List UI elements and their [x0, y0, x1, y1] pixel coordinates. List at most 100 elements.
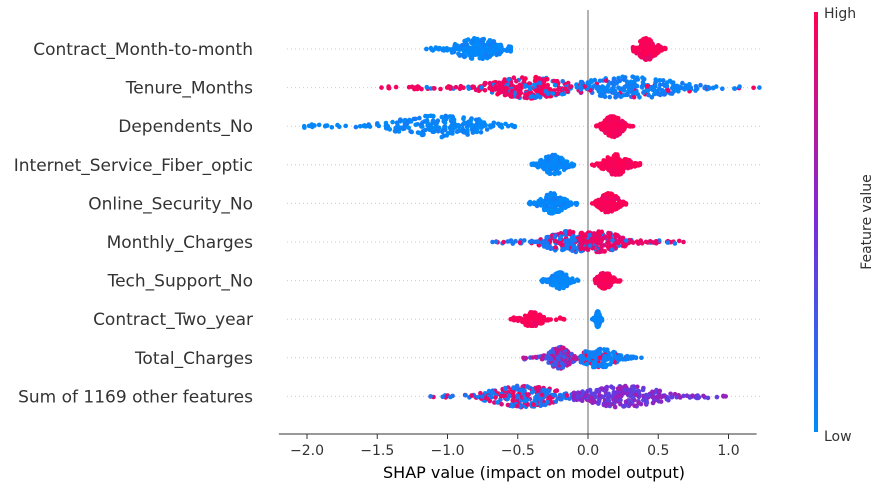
- shap-point: [579, 79, 585, 85]
- shap-point: [398, 117, 403, 122]
- shap-point: [571, 162, 577, 168]
- shap-point: [655, 91, 661, 97]
- shap-point: [601, 282, 607, 287]
- shap-point: [561, 247, 567, 252]
- shap-point: [609, 247, 615, 253]
- shap-point: [486, 388, 492, 394]
- shap-point: [643, 239, 649, 245]
- shap-point: [480, 46, 486, 52]
- shap-point: [561, 354, 567, 360]
- x-tick-label: 0.0: [577, 443, 599, 459]
- shap-point: [605, 240, 610, 246]
- shap-point: [599, 93, 605, 99]
- shap-point: [622, 243, 628, 249]
- shap-point: [572, 238, 578, 243]
- shap-point: [624, 157, 629, 162]
- shap-point: [572, 354, 577, 359]
- shap-point: [515, 393, 520, 399]
- shap-point: [654, 241, 659, 246]
- shap-point: [482, 88, 488, 93]
- shap-point: [515, 84, 520, 90]
- shap-point: [540, 80, 546, 86]
- shap-point: [570, 248, 575, 253]
- shap-point: [606, 391, 611, 397]
- shap-point: [559, 361, 565, 366]
- shap-point: [535, 161, 540, 166]
- shap-point: [618, 278, 623, 283]
- shap-point: [562, 229, 568, 234]
- shap-point: [560, 157, 565, 162]
- shap-point: [532, 201, 537, 207]
- shap-point: [457, 86, 463, 92]
- shap-point: [474, 50, 479, 55]
- shap-point: [408, 129, 413, 134]
- shap-point: [440, 394, 446, 400]
- shap-point: [662, 92, 667, 97]
- shap-point: [645, 88, 651, 94]
- shap-point: [493, 84, 499, 89]
- shap-point: [515, 94, 521, 100]
- shap-point: [526, 201, 532, 206]
- shap-point: [594, 123, 599, 129]
- shap-point: [546, 200, 551, 205]
- shap-point: [633, 90, 639, 96]
- shap-point: [552, 152, 558, 158]
- shap-point: [706, 85, 711, 90]
- shap-point: [625, 91, 630, 97]
- shap-point: [552, 233, 558, 238]
- shap-point: [436, 125, 442, 131]
- shap-point: [441, 46, 446, 51]
- shap-point: [353, 124, 359, 130]
- shap-point: [582, 84, 587, 89]
- shap-point: [561, 345, 566, 351]
- x-tick-label: −1.5: [360, 443, 394, 459]
- shap-point: [611, 76, 617, 81]
- shap-point: [571, 243, 577, 249]
- shap-point: [757, 85, 762, 90]
- shap-point: [553, 399, 559, 404]
- shap-point: [533, 316, 539, 322]
- shap-point: [337, 124, 342, 130]
- shap-point: [603, 160, 608, 166]
- shap-point: [650, 400, 656, 406]
- shap-point: [538, 321, 544, 326]
- shap-point: [501, 239, 507, 245]
- shap-point: [536, 76, 542, 81]
- colorbar-title: Feature value: [859, 174, 875, 270]
- shap-point: [571, 394, 577, 399]
- shap-point: [505, 402, 511, 408]
- shap-point: [528, 94, 534, 100]
- shap-point: [443, 113, 449, 119]
- shap-point: [732, 86, 737, 91]
- shap-point: [584, 361, 590, 367]
- shap-point: [672, 241, 678, 246]
- shap-point: [539, 392, 545, 398]
- feature-labels: Contract_Month-to-month Tenure_Months Depe…: [14, 40, 253, 407]
- x-tick-label: −0.5: [501, 443, 535, 459]
- shap-point: [624, 122, 629, 128]
- shap-point: [551, 393, 557, 398]
- shap-point: [648, 56, 653, 62]
- shap-point: [638, 238, 643, 243]
- shap-point: [424, 84, 430, 90]
- shap-point: [633, 355, 639, 360]
- x-axis-title: SHAP value (impact on model output): [383, 463, 685, 482]
- shap-point: [648, 45, 653, 51]
- shap-point: [610, 200, 615, 206]
- shap-point: [419, 122, 424, 127]
- shap-point: [393, 84, 399, 90]
- shap-point: [483, 395, 488, 401]
- shap-point: [675, 84, 681, 90]
- shap-point: [578, 239, 584, 245]
- shap-point: [545, 91, 551, 97]
- shap-point: [632, 403, 637, 409]
- shap-point: [606, 89, 611, 94]
- shap-point: [553, 346, 559, 352]
- shap-point: [505, 123, 511, 129]
- shap-point: [481, 42, 487, 48]
- shap-point: [597, 249, 602, 255]
- shap-point: [614, 81, 619, 86]
- shap-point: [483, 51, 489, 57]
- shap-point: [533, 95, 538, 100]
